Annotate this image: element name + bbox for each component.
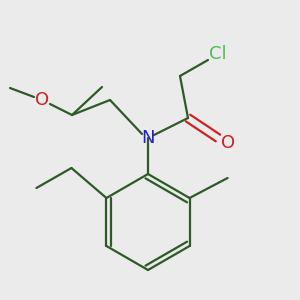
Text: O: O	[221, 134, 235, 152]
Text: N: N	[141, 129, 155, 147]
Text: Cl: Cl	[209, 45, 227, 63]
Text: O: O	[35, 91, 49, 109]
